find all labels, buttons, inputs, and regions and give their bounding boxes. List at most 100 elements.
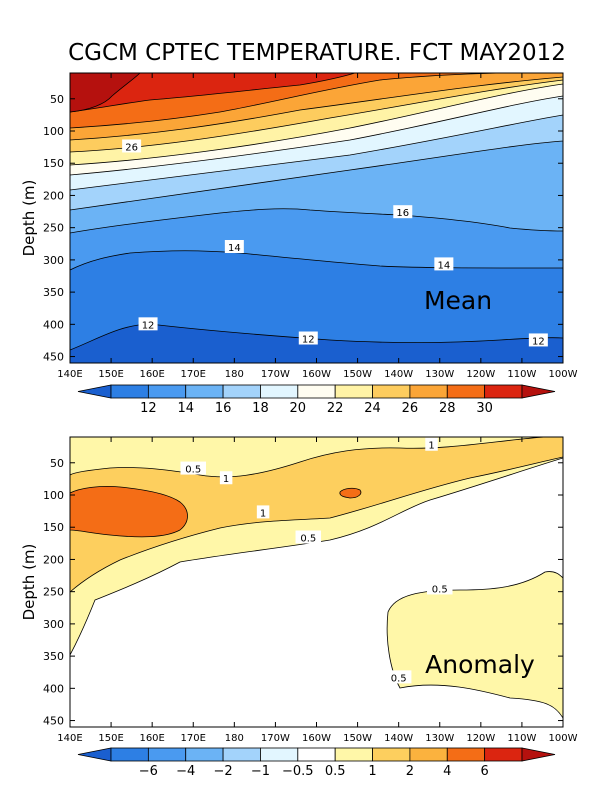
- contour-label: 0.5: [300, 534, 316, 545]
- colorbar-swatch: [222, 747, 261, 762]
- mean-y-axis-label: Depth (m): [20, 180, 38, 257]
- mean-contour-labels: 26 16 14 14 12 12 12: [122, 139, 548, 347]
- colorbar-arrow-high: [521, 384, 556, 399]
- contour-label: 12: [142, 320, 155, 331]
- y-tick-label: 300: [43, 254, 64, 267]
- anomaly-contour-fill: [70, 437, 563, 727]
- contour-label-bg: [385, 670, 412, 684]
- contour-label-bg: [256, 505, 270, 519]
- colorbar-tick-label: 24: [364, 401, 381, 416]
- anomaly-panel-label: Anomaly: [425, 650, 535, 679]
- x-tick-label: 180: [225, 369, 244, 380]
- contour-label: 12: [302, 335, 315, 346]
- x-tick-label: 160W: [302, 733, 331, 744]
- anomaly-colorbar: −6 −4 −2 −1 −0.5 0.5 1 2 4 6: [77, 747, 556, 779]
- colorbar-tick-label: 16: [215, 401, 232, 416]
- x-tick-label: 130W: [425, 369, 454, 380]
- colorbar-swatch: [297, 747, 336, 762]
- contour-label-bg: [427, 581, 453, 595]
- x-tick-label: 110W: [507, 733, 536, 744]
- contour-label-bg: [295, 530, 322, 544]
- contour-label: 0.5: [185, 465, 201, 476]
- anomaly-patch-05-1-east: [386, 571, 563, 719]
- colorbar-arrow-low: [77, 384, 112, 399]
- colorbar-swatch: [334, 384, 373, 399]
- y-tick-label: 350: [43, 286, 64, 299]
- contour-label-bg: [298, 331, 318, 345]
- x-tick-label: 140W: [384, 369, 413, 380]
- colorbar-tick-label: 30: [476, 401, 493, 416]
- colorbar-swatch: [372, 747, 411, 762]
- contour-label: 0.5: [391, 673, 407, 684]
- colorbar-swatch: [147, 384, 187, 399]
- colorbar-tick-label: −6: [139, 764, 158, 779]
- colorbar-tick-label: 2: [406, 764, 414, 779]
- contour-label-bg: [180, 461, 206, 475]
- mean-contour-fill: [70, 73, 563, 363]
- colorbar-swatch: [446, 384, 486, 399]
- contour-label-bg: [138, 317, 158, 331]
- x-tick-label: 160E: [139, 733, 164, 744]
- colorbar-swatch: [446, 747, 486, 762]
- x-tick-label: 140E: [57, 369, 82, 380]
- colorbar-arrow-low: [77, 747, 112, 762]
- contour-label: 14: [228, 243, 241, 254]
- colorbar-swatch: [334, 747, 373, 762]
- x-tick-label: 170E: [181, 733, 206, 744]
- x-tick-label: 110W: [507, 369, 536, 380]
- colorbar-tick-label: 1: [368, 764, 376, 779]
- colorbar-swatch: [185, 384, 224, 399]
- x-tick-label: 150E: [98, 733, 123, 744]
- chart-title: CGCM CPTEC TEMPERATURE. FCT MAY2012: [68, 40, 566, 66]
- colorbar-swatch: [222, 384, 261, 399]
- y-tick-label: 400: [43, 318, 64, 331]
- y-tick-label: 450: [43, 715, 64, 728]
- colorbar-tick-label: 22: [327, 401, 344, 416]
- y-tick-label: 50: [50, 93, 64, 106]
- x-tick-label: 140E: [57, 733, 82, 744]
- contour-label: 1: [428, 441, 434, 452]
- contour-label-bg: [219, 471, 233, 485]
- x-tick-label: 100W: [549, 369, 578, 380]
- x-tick-label: 150W: [343, 733, 372, 744]
- colorbar-tick-label: −4: [176, 764, 195, 779]
- colorbar-tick-label: −0.5: [282, 764, 314, 779]
- y-tick-label: 250: [43, 586, 64, 599]
- colorbar-swatch: [260, 747, 299, 762]
- mean-axes: 140E 150E 160E 170E 180 170W 160W 150W 140W 130W 1…: [43, 73, 578, 380]
- colorbar-tick-label: 0.5: [325, 764, 346, 779]
- contour-label-bg: [122, 139, 142, 153]
- colorbar-swatch: [484, 747, 523, 762]
- colorbar-swatch: [185, 747, 224, 762]
- colorbar-tick-label: 18: [252, 401, 269, 416]
- colorbar-swatch: [147, 747, 187, 762]
- y-tick-label: 150: [43, 521, 64, 534]
- colorbar-swatch: [372, 384, 411, 399]
- x-tick-label: 160E: [139, 369, 164, 380]
- y-tick-label: 350: [43, 650, 64, 663]
- colorbar-swatch: [110, 747, 149, 762]
- x-tick-label: 100W: [549, 733, 578, 744]
- anomaly-panel: 140E 150E 160E 170E 180 170W 160W 150W 140W 130W 1…: [20, 436, 578, 744]
- y-tick-label: 200: [43, 553, 64, 566]
- y-tick-label: 150: [43, 157, 64, 170]
- contour-label: 1: [223, 474, 229, 485]
- colorbar-arrow-high: [521, 747, 556, 762]
- anomaly-contour-labels: 1 0.5 1 1 0.5 0.5 0.5: [180, 437, 453, 684]
- contour-label: 1: [260, 508, 266, 519]
- colorbar-tick-label: 20: [290, 401, 307, 416]
- x-tick-label: 120W: [466, 733, 495, 744]
- contour-label: 16: [396, 208, 409, 219]
- colorbar-tick-label: 26: [402, 401, 419, 416]
- mean-panel: 140E 150E 160E 170E 180 170W 160W 150W 140W 130W 1…: [20, 72, 578, 380]
- x-tick-label: 180: [225, 733, 244, 744]
- y-tick-label: 200: [43, 189, 64, 202]
- x-tick-label: 150E: [98, 369, 123, 380]
- mean-panel-label: Mean: [424, 286, 492, 315]
- anomaly-patch-4-center: [339, 487, 362, 499]
- anomaly-y-axis-label: Depth (m): [20, 544, 38, 621]
- colorbar-swatch: [110, 384, 149, 399]
- colorbar-tick-label: 4: [443, 764, 451, 779]
- x-tick-label: 160W: [302, 369, 331, 380]
